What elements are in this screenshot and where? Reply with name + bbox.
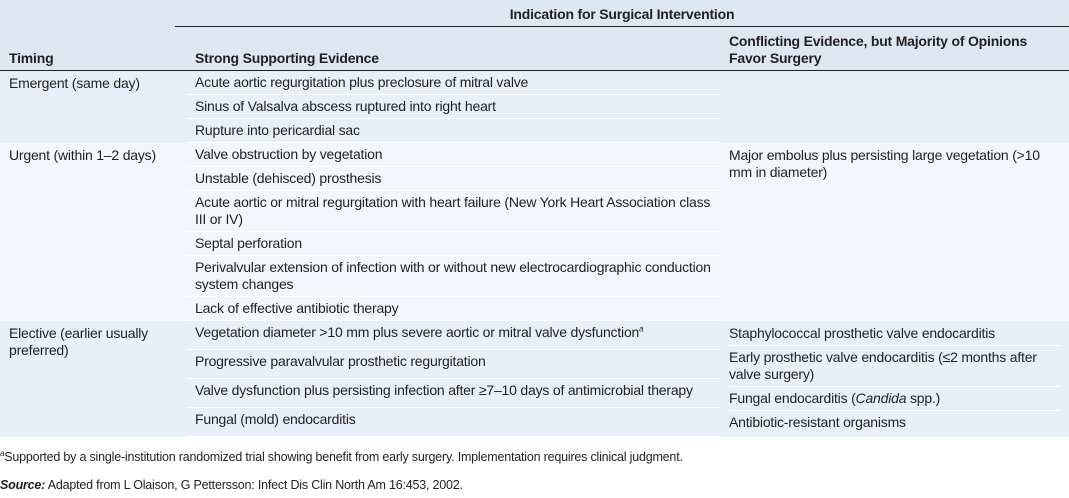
footnote: aSupported by a single-institution rando… (0, 448, 1069, 465)
strong-evidence-text: Perivalvular extension of infection with… (195, 259, 711, 292)
footnote-mark: a (639, 324, 644, 334)
table-row: Progressive paravalvular prosthetic regu… (0, 349, 1069, 379)
header-conflicting: Conflicting Evidence, but Majority of Op… (720, 27, 1069, 71)
strong-evidence-cell: Valve obstruction by vegetation (186, 142, 720, 167)
strong-evidence-text: Progressive paravalvular prosthetic regu… (195, 353, 486, 369)
source-label: Source: (0, 478, 46, 492)
conflicting-evidence-item: Staphylococcal prosthetic valve endocard… (729, 325, 1062, 346)
conflicting-evidence-cell: Staphylococcal prosthetic valve endocard… (720, 320, 1069, 437)
strong-evidence-cell: Sinus of Valsalva abscess ruptured into … (186, 94, 720, 119)
table-row: Acute aortic or mitral regurgitation wit… (0, 190, 1069, 232)
table-row: Fungal (mold) endocarditis (0, 407, 1069, 437)
table-row: Urgent (within 1–2 days) Valve obstructio… (0, 142, 1069, 321)
timing-cell: Elective (earlier usually preferred) (0, 320, 186, 437)
strong-evidence-text: Lack of effective antibiotic therapy (195, 300, 399, 316)
timing-cell: Emergent (same day) (0, 70, 186, 143)
conflicting-evidence-item: Antibiotic-resistant organisms (729, 413, 906, 430)
conflicting-evidence-item: Early prosthetic valve endocarditis (≤2 … (729, 349, 1062, 387)
strong-evidence-cell: Valve dysfunction plus persisting infect… (186, 378, 720, 408)
strong-evidence-cell: Acute aortic or mitral regurgitation wit… (186, 190, 720, 232)
strong-evidence-cell: Fungal (mold) endocarditis (186, 407, 720, 437)
strong-evidence-cell: Progressive paravalvular prosthetic regu… (186, 349, 720, 379)
strong-evidence-text: Sinus of Valsalva abscess ruptured into … (195, 98, 496, 114)
conflicting-evidence-item: Major embolus plus persisting large vege… (729, 146, 1040, 180)
table-row: Lack of effective antibiotic therapy (0, 296, 1069, 321)
conflicting-evidence-cell: Major embolus plus persisting large vege… (720, 142, 1069, 321)
source-text: Adapted from L Olaison, G Pettersson: In… (45, 478, 463, 492)
strong-evidence-text: Septal perforation (195, 235, 302, 251)
strong-evidence-cell: Vegetation diameter >10 mm plus severe a… (186, 320, 720, 350)
table-row: Septal perforation (0, 231, 1069, 256)
strong-evidence-text: Valve obstruction by vegetation (195, 146, 383, 162)
strong-evidence-cell: Septal perforation (186, 231, 720, 256)
table-row: Perivalvular extension of infection with… (0, 255, 1069, 297)
header-group-label: Indication for Surgical Intervention (175, 0, 1069, 27)
source-note: Source: Adapted from L Olaison, G Petter… (0, 478, 1069, 493)
strong-evidence-text: Unstable (dehisced) prosthesis (195, 170, 382, 186)
table-row: Unstable (dehisced) prosthesis (0, 166, 1069, 191)
table-row: Elective (earlier usually preferred) Vege… (0, 320, 1069, 437)
strong-evidence-text: Vegetation diameter >10 mm plus severe a… (195, 324, 640, 340)
strong-evidence-cell: Lack of effective antibiotic therapy (186, 296, 720, 321)
footnote-mark: a (0, 448, 5, 458)
header-timing: Timing (0, 27, 186, 71)
strong-evidence-text: Acute aortic regurgitation plus preclosu… (195, 74, 529, 90)
conflicting-evidence-cell (720, 70, 1069, 143)
strong-evidence-cell: Rupture into pericardial sac (186, 118, 720, 143)
header-group: Indication for Surgical Intervention (175, 0, 1069, 27)
strong-evidence-text: Fungal (mold) endocarditis (195, 411, 356, 427)
table-row: Valve dysfunction plus persisting infect… (0, 378, 1069, 408)
surgical-indications-table: Indication for Surgical Intervention Tim… (0, 0, 1069, 437)
footnote-text: Supported by a single-institution random… (4, 450, 683, 464)
table-row: Rupture into pericardial sac (0, 118, 1069, 143)
table-row: Emergent (same day) Acute aortic regurgit… (0, 70, 1069, 143)
timing-cell: Urgent (within 1–2 days) (0, 142, 186, 321)
strong-evidence-text: Rupture into pericardial sac (195, 122, 360, 138)
strong-evidence-cell: Acute aortic regurgitation plus preclosu… (186, 70, 720, 95)
table-row: Sinus of Valsalva abscess ruptured into … (0, 94, 1069, 119)
strong-evidence-cell: Unstable (dehisced) prosthesis (186, 166, 720, 191)
header-strong: Strong Supporting Evidence (186, 27, 720, 71)
strong-evidence-cell: Perivalvular extension of infection with… (186, 255, 720, 297)
conflicting-evidence-item: Fungal endocarditis (Candida spp.) (729, 390, 1062, 411)
strong-evidence-text: Valve dysfunction plus persisting infect… (195, 382, 693, 398)
header-blank (0, 0, 186, 27)
strong-evidence-text: Acute aortic or mitral regurgitation wit… (195, 194, 711, 227)
